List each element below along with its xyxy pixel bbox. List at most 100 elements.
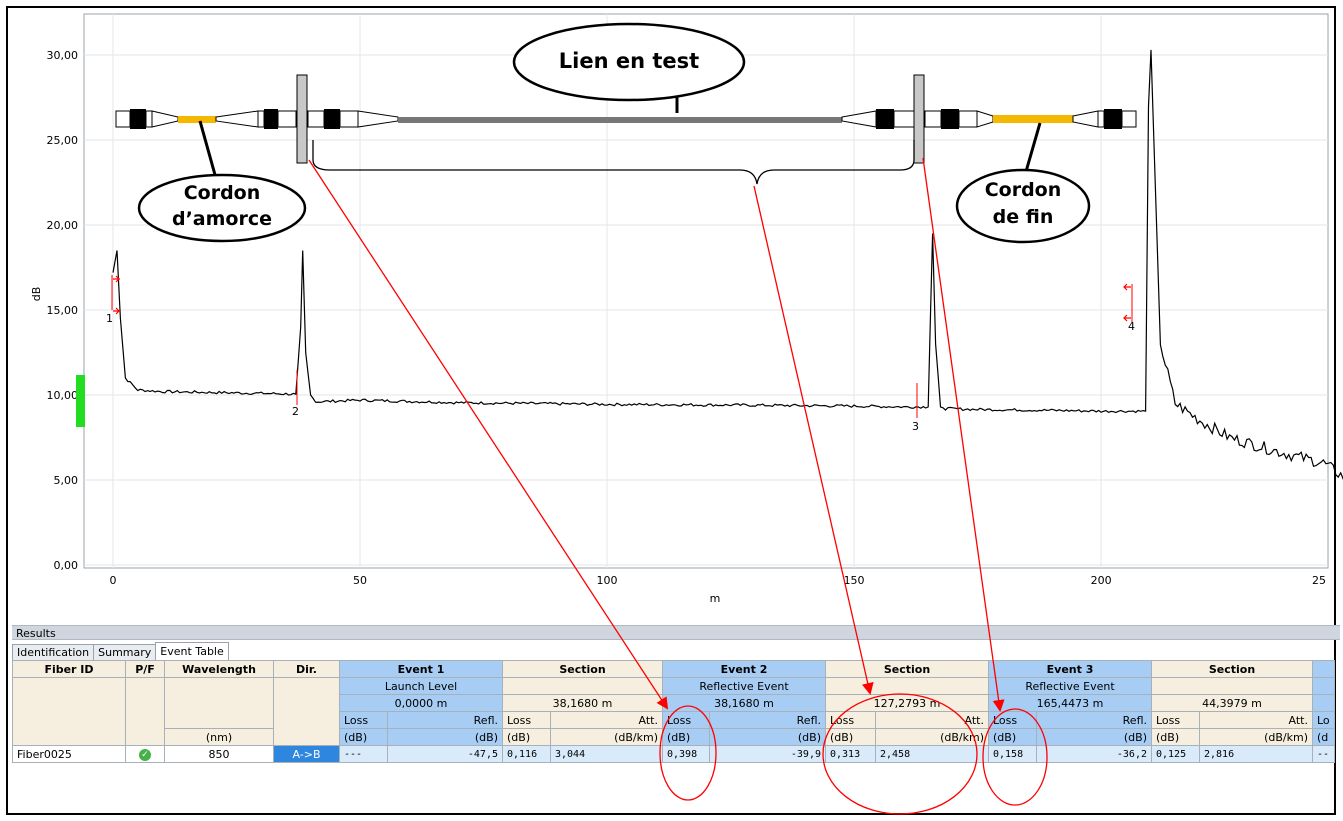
e4-loss-label-partial: Lo [1312, 711, 1335, 729]
x-tick-label: 0 [110, 574, 117, 587]
header-section-3[interactable]: Section [1151, 660, 1313, 678]
cell-e2-refl[interactable]: -39,9 [709, 745, 826, 763]
tab-identification[interactable]: Identification [12, 644, 95, 661]
svg-text:Cordon: Cordon [184, 182, 261, 204]
y-tick-label: 15,00 [47, 304, 79, 317]
s3-att-label: Att. [1199, 711, 1313, 729]
x-tick-label: 50 [353, 574, 367, 587]
header-fiber-id[interactable]: Fiber ID [12, 660, 126, 678]
x-axis-label: m [710, 592, 721, 605]
fiber-link-illustration: Lien en test Cordon d’amorce Cordon de f… [115, 22, 1137, 244]
e1-refl-label: Refl. [387, 711, 503, 729]
s2-att-label: Att. [875, 711, 989, 729]
fiber-id-header-body [12, 677, 126, 746]
s2-att-unit: (dB/km) [875, 728, 989, 746]
dir-header-body [273, 677, 340, 746]
cell-pf[interactable]: ✓ [125, 745, 165, 763]
s1-att-unit: (dB/km) [550, 728, 663, 746]
y-tick-label: 20,00 [47, 219, 79, 232]
event-table: Fiber ID P/F Wavelength Dir. Event 1 Sec… [12, 660, 1335, 763]
cell-s2-loss[interactable]: 0,313 [825, 745, 876, 763]
header-event-1[interactable]: Event 1 [339, 660, 503, 678]
header-dir[interactable]: Dir. [273, 660, 340, 678]
section-1-length: 38,1680 m [502, 694, 663, 712]
plot-area [83, 13, 1329, 569]
event-4-type-partial [1312, 677, 1335, 695]
callout-link-under-test: Lien en test [512, 22, 746, 102]
cell-s1-loss[interactable]: 0,116 [502, 745, 551, 763]
y-tick-label: 0,00 [54, 559, 79, 572]
launch-level-marker[interactable] [76, 375, 85, 427]
s3-loss-unit: (dB) [1151, 728, 1200, 746]
event-label-2: 2 [292, 405, 299, 418]
cell-s3-loss[interactable]: 0,125 [1151, 745, 1200, 763]
svg-text:Cordon: Cordon [985, 179, 1062, 201]
section-2-length: 127,2793 m [825, 694, 989, 712]
section-3-length: 44,3979 m [1151, 694, 1313, 712]
s1-att-label: Att. [550, 711, 663, 729]
y-axis-label: dB [30, 287, 43, 302]
cell-fiber-id[interactable]: Fiber0025 [12, 745, 126, 763]
table-row[interactable]: Fiber0025 ✓ 850 A->B --- -47,5 0,116 3,0… [12, 745, 1335, 763]
pf-header-body [125, 677, 165, 746]
fiber-under-test [398, 117, 842, 123]
event-2-position: 38,1680 m [662, 694, 826, 712]
header-event-3[interactable]: Event 3 [988, 660, 1152, 678]
wavelength-unit: (nm) [164, 728, 274, 746]
cell-s2-att[interactable]: 2,458 [875, 745, 989, 763]
event-4-position-partial [1312, 694, 1335, 712]
header-event-4-partial[interactable] [1312, 660, 1335, 678]
callout-pointer-end [1023, 122, 1042, 176]
section-2-blank [825, 677, 989, 695]
s2-loss-label: Loss [825, 711, 876, 729]
cell-e1-refl[interactable]: -47,5 [387, 745, 503, 763]
header-section-1[interactable]: Section [502, 660, 663, 678]
x-tick-label: 150 [844, 574, 865, 587]
event-3-position: 165,4473 m [988, 694, 1152, 712]
results-tabs: Identification Summary Event Table [12, 642, 229, 661]
header-pf[interactable]: P/F [125, 660, 165, 678]
header-section-2[interactable]: Section [825, 660, 989, 678]
event-3-type: Reflective Event [988, 677, 1152, 695]
event-label-1: 1 [106, 312, 113, 325]
cell-e4-partial[interactable]: -- [1312, 745, 1335, 763]
cell-e2-loss[interactable]: 0,398 [662, 745, 710, 763]
launch-cord-connector-right [215, 109, 297, 129]
s1-loss-label: Loss [502, 711, 551, 729]
svg-text:Lien en test: Lien en test [559, 49, 699, 73]
wavelength-header-body [164, 677, 274, 729]
cell-e3-refl[interactable]: -36,2 [1036, 745, 1152, 763]
e2-loss-unit: (dB) [662, 728, 710, 746]
event-label-4: 4 [1128, 320, 1135, 333]
adapter-left [296, 74, 308, 164]
header-event-2[interactable]: Event 2 [662, 660, 826, 678]
tab-event-table[interactable]: Event Table [155, 642, 229, 661]
s3-loss-label: Loss [1151, 711, 1200, 729]
x-tick-label: 200 [1091, 574, 1112, 587]
check-icon: ✓ [139, 749, 151, 761]
tab-summary[interactable]: Summary [93, 644, 157, 661]
y-tick-label: 10,00 [47, 389, 79, 402]
cell-e3-loss[interactable]: 0,158 [988, 745, 1037, 763]
e3-refl-label: Refl. [1036, 711, 1152, 729]
y-tick-label: 5,00 [54, 474, 79, 487]
launch-cord-fiber [178, 116, 216, 123]
y-tick-label: 25,00 [47, 134, 79, 147]
event-marker-4[interactable]: 4 [1123, 283, 1135, 333]
cell-wavelength[interactable]: 850 [164, 745, 274, 763]
direction-button[interactable]: A->B [273, 745, 340, 763]
otdr-trace-chart: 0,00 5,00 10,00 15,00 20,00 25,00 30,00 0 50 100… [30, 13, 1343, 605]
results-panel-title: Results [12, 625, 1340, 640]
e2-refl-label: Refl. [709, 711, 826, 729]
cell-e1-loss[interactable]: --- [339, 745, 388, 763]
header-wavelength[interactable]: Wavelength [164, 660, 274, 678]
s2-loss-unit: (dB) [825, 728, 876, 746]
callout-pointer-launch [198, 120, 219, 183]
cell-s3-att[interactable]: 2,816 [1199, 745, 1313, 763]
e2-refl-unit: (dB) [709, 728, 826, 746]
event-marker-2[interactable]: 2 [292, 370, 299, 418]
event-marker-3[interactable]: 3 [912, 383, 919, 433]
event-marker-1[interactable]: 1 [106, 275, 120, 325]
cell-s1-att[interactable]: 3,044 [550, 745, 663, 763]
x-tick-label: 100 [597, 574, 618, 587]
